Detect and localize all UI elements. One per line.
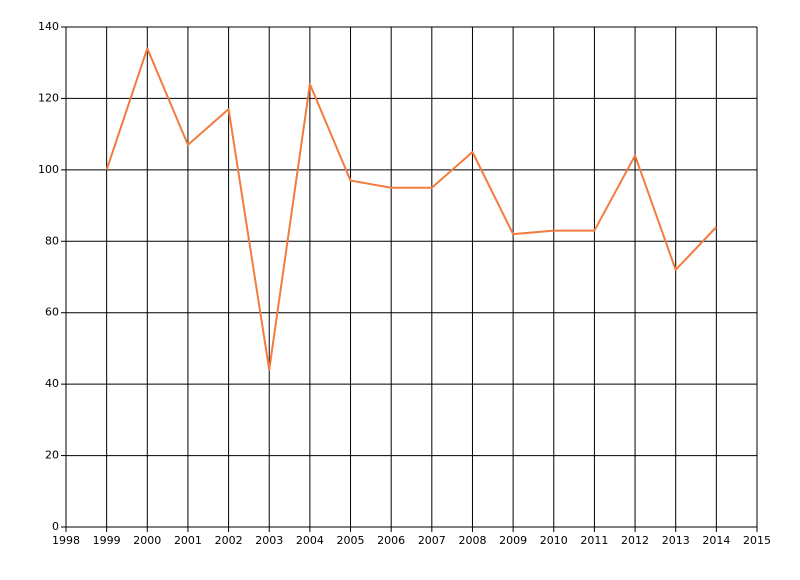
y-tick-label: 80 xyxy=(45,234,59,247)
x-tick-label: 2013 xyxy=(662,534,690,547)
x-tick-label: 2003 xyxy=(255,534,283,547)
x-tick-label: 2011 xyxy=(580,534,608,547)
x-tick-label: 2010 xyxy=(540,534,568,547)
y-tick-label: 120 xyxy=(38,91,59,104)
y-tick-label: 140 xyxy=(38,20,59,33)
x-tick-label: 2002 xyxy=(215,534,243,547)
x-tick-label: 2005 xyxy=(337,534,365,547)
x-tick-label: 1998 xyxy=(52,534,80,547)
x-tick-label: 2007 xyxy=(418,534,446,547)
y-tick-label: 20 xyxy=(45,449,59,462)
data-line xyxy=(105,47,718,371)
x-tick-label: 2012 xyxy=(621,534,649,547)
x-tick-label: 2015 xyxy=(743,534,771,547)
y-tick-label: 100 xyxy=(38,163,59,176)
x-tick-label: 2000 xyxy=(133,534,161,547)
x-tick-label: 2008 xyxy=(458,534,486,547)
y-tick-label: 60 xyxy=(45,306,59,319)
x-tick-label: 2014 xyxy=(702,534,730,547)
y-tick-label: 40 xyxy=(45,377,59,390)
x-tick-label: 2001 xyxy=(174,534,202,547)
x-tick-label: 1999 xyxy=(93,534,121,547)
x-tick-label: 2006 xyxy=(377,534,405,547)
x-tick-label: 2004 xyxy=(296,534,324,547)
x-tick-label: 2009 xyxy=(499,534,527,547)
y-tick-label: 0 xyxy=(52,520,59,533)
